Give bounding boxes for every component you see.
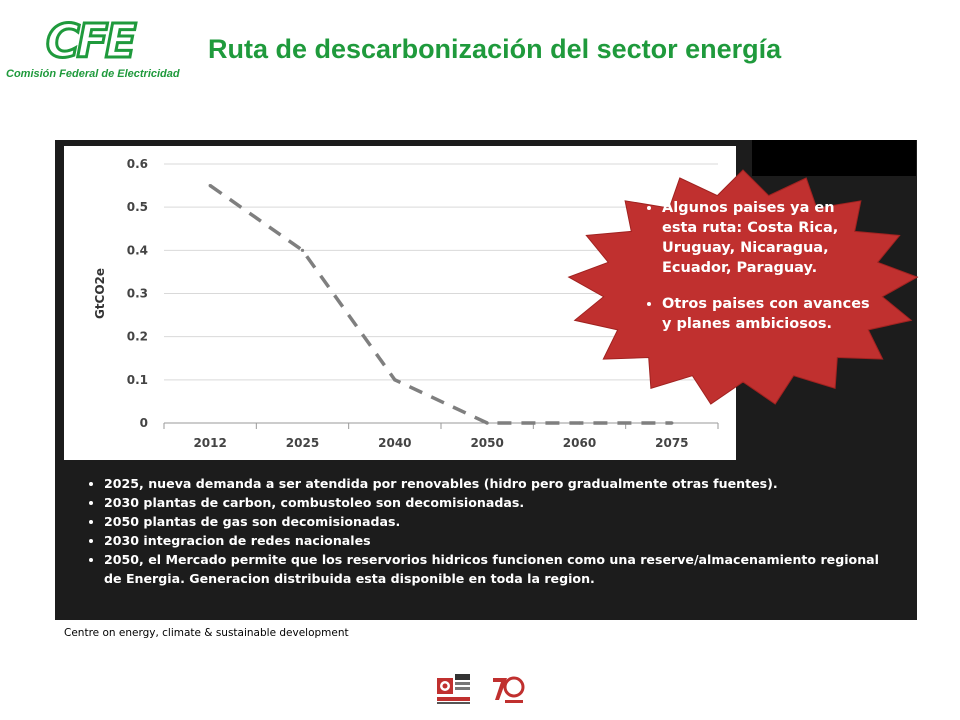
y-tick-label: 0.3 [127,287,148,301]
x-tick-label: 2040 [378,436,411,450]
data-point [485,421,489,425]
data-point [300,248,305,252]
x-tick-label: 2012 [193,436,226,450]
y-tick-label: 0.2 [127,330,148,344]
cfe-logo-subtitle: Comisión Federal de Electricidad [6,68,180,80]
cfe-logo-mark: CFE [45,14,139,68]
x-tick-label: 2050 [470,436,503,450]
x-tick-label: 2060 [563,436,596,450]
x-tick-label: 2025 [286,436,319,450]
conmemoracion-logo-icon [437,674,470,704]
data-point [577,421,582,425]
y-axis-label: GtCO2e [93,268,107,319]
note-item: 2050 plantas de gas son decomisionadas. [104,512,894,531]
note-item: 2030 integracion de redes nacionales [104,531,894,550]
callout-starburst [567,169,919,405]
cfe-logo: CFE Comisión Federal de Electricidad [6,14,180,84]
data-point [393,378,397,382]
panel-top-bar [752,140,916,176]
source-caption: Centre on energy, climate & sustainable … [64,627,349,639]
y-tick-label: 0.5 [127,200,148,214]
y-tick-label: 0 [140,416,148,430]
callout-item: Algunos paises ya en esta ruta: Costa Ri… [662,198,872,278]
starburst-shape [567,169,919,405]
y-tick-label: 0.4 [127,243,148,257]
x-tick-label: 2075 [655,436,688,450]
y-tick-label: 0.1 [127,373,148,387]
data-point [670,421,674,425]
note-item: 2030 plantas de carbon, combustoleo son … [104,493,894,512]
callout-item: Otros paises con avances y planes ambici… [662,294,872,334]
data-point [208,183,212,188]
anniversary-75-logo-icon [493,676,525,703]
note-item: 2025, nueva demanda a ser atendida por r… [104,474,894,493]
note-item: 2050, el Mercado permite que los reservo… [104,550,894,588]
series-line [209,184,672,425]
y-tick-label: 0.6 [127,157,148,171]
page-title: Ruta de descarbonización del sector ener… [208,34,782,64]
notes-list: 2025, nueva demanda a ser atendida por r… [74,474,894,588]
callout-text: Algunos paises ya en esta ruta: Costa Ri… [640,198,872,350]
